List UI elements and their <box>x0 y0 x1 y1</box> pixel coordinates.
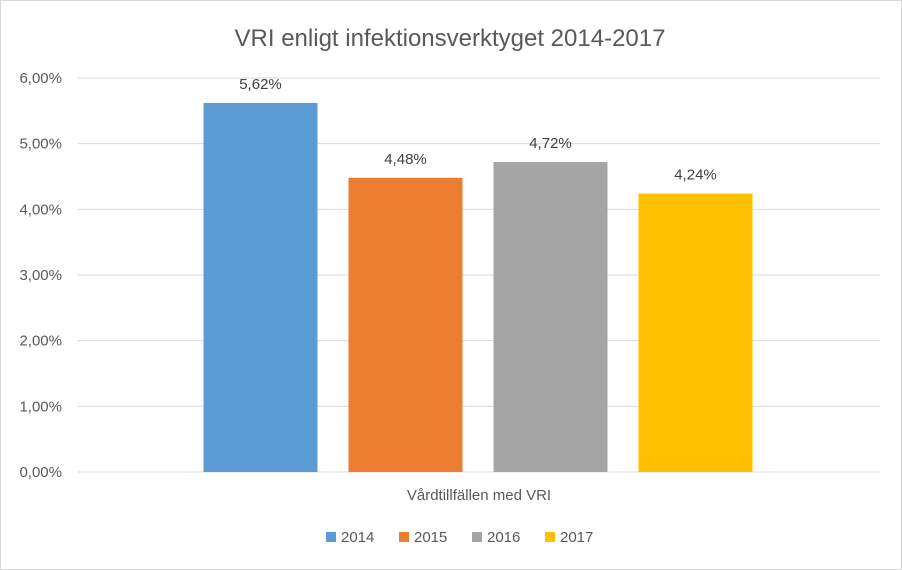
legend-swatch-2014 <box>326 532 336 542</box>
bar-2016 <box>493 162 608 472</box>
data-labels: 5,62% 4,48% 4,72% 4,24% <box>239 76 717 184</box>
y-tick-label-3: 3,00% <box>19 267 62 284</box>
data-label-2016: 4,72% <box>529 135 572 152</box>
x-category-label: Vårdtillfällen med VRI <box>407 487 551 504</box>
bar-2014 <box>203 102 318 472</box>
legend-swatch-2016 <box>472 532 482 542</box>
y-tick-label-6: 6,00% <box>19 70 62 87</box>
y-tick-label-1: 1,00% <box>19 398 62 415</box>
legend-label-2014: 2014 <box>341 529 374 546</box>
data-label-2014: 5,62% <box>239 76 282 93</box>
y-axis-tick-labels: 0,00% 1,00% 2,00% 3,00% 4,00% 5,00% 6,00% <box>19 70 62 481</box>
gridlines <box>78 77 880 473</box>
legend-label-2016: 2016 <box>487 529 520 546</box>
legend-label-2017: 2017 <box>560 529 593 546</box>
bars <box>203 102 753 472</box>
legend-swatch-2017 <box>545 532 555 542</box>
y-tick-label-0: 0,00% <box>19 464 62 481</box>
chart-title: VRI enligt infektionsverktyget 2014-2017 <box>235 25 666 52</box>
legend-swatch-2015 <box>399 532 409 542</box>
legend: 2014 2015 2016 2017 <box>326 529 593 546</box>
bar-2017 <box>638 193 753 472</box>
legend-label-2015: 2015 <box>414 529 447 546</box>
y-tick-label-4: 4,00% <box>19 201 62 218</box>
y-tick-label-2: 2,00% <box>19 333 62 350</box>
data-label-2017: 4,24% <box>674 167 717 184</box>
data-label-2015: 4,48% <box>384 151 427 168</box>
y-tick-label-5: 5,00% <box>19 136 62 153</box>
bar-2015 <box>348 177 463 472</box>
